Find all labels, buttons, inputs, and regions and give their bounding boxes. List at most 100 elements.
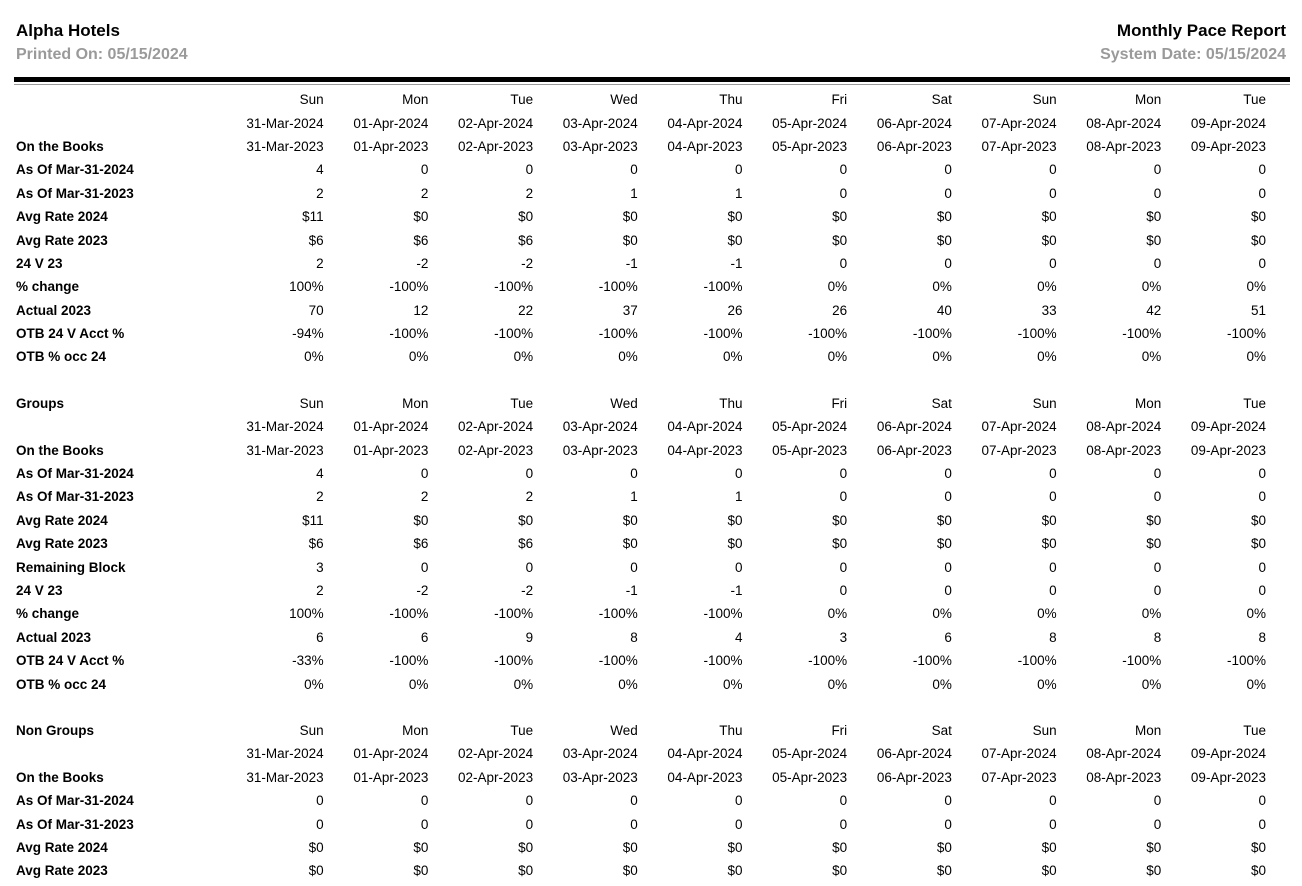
date-2023-header: 06-Apr-2023 (876, 138, 952, 154)
cell: -100% (1017, 653, 1057, 669)
cell: 0% (1037, 279, 1057, 295)
cell: 0% (932, 676, 952, 692)
date-2024-header: 02-Apr-2024 (458, 115, 534, 131)
cell: -100% (703, 326, 743, 342)
date-2023-header: 07-Apr-2023 (981, 138, 1057, 154)
cell: $0 (518, 839, 534, 855)
on-the-books-label: On the Books (16, 442, 104, 458)
day-header: Tue (1243, 92, 1266, 108)
cell: 0% (1246, 349, 1266, 365)
cell: $0 (1041, 863, 1057, 879)
cell: -100% (598, 279, 638, 295)
cell: 0 (630, 466, 638, 482)
cell: 2 (420, 185, 429, 201)
date-2024-header: 09-Apr-2024 (1190, 115, 1266, 131)
table-row: As Of Mar-31-2023 2 2 2 1 1 0 0 0 0 0 (16, 182, 1266, 205)
row-label: As Of Mar-31-2024 (16, 466, 134, 482)
cell: $0 (1146, 209, 1162, 225)
date-2023-header: 08-Apr-2023 (1086, 442, 1162, 458)
date-2024-header: 05-Apr-2024 (772, 419, 848, 435)
cell: 0 (839, 583, 848, 598)
cell: 0% (1246, 606, 1266, 622)
cell: $0 (622, 209, 638, 225)
cell: 0% (513, 676, 534, 692)
cell: -1 (625, 583, 638, 598)
cell: -100% (598, 606, 638, 622)
cell: $0 (1250, 232, 1266, 248)
day-header: Mon (1135, 92, 1162, 108)
day-header: Sun (299, 92, 324, 108)
section-groups: Groups Sun Mon Tue Wed Thu Fri Sat Sun Mon Tue 31-M… (16, 392, 1266, 696)
cell: 0 (1049, 559, 1057, 575)
cell: 0 (1049, 185, 1057, 201)
row-label: Avg Rate 2024 (16, 512, 108, 528)
cell: -1 (625, 255, 638, 271)
cell: 0% (827, 676, 848, 692)
header-right: Monthly Pace Report System Date: 05/15/2… (1100, 20, 1286, 66)
cell: 26 (727, 302, 743, 318)
cell: 0% (722, 349, 743, 365)
cell: -100% (389, 606, 429, 622)
cell: $0 (518, 209, 534, 225)
cell: 0 (944, 816, 952, 832)
row-label: Avg Rate 2023 (16, 232, 108, 248)
cell: $11 (302, 209, 324, 225)
cell: $0 (1041, 536, 1057, 552)
cell: 0 (316, 793, 324, 809)
cell: 0 (1153, 466, 1162, 482)
cell: -100% (598, 653, 638, 669)
cell: 0 (944, 793, 952, 809)
cell: 8 (1153, 629, 1162, 645)
cell: 8 (1258, 629, 1266, 645)
table-row: Sun Mon Tue Wed Thu Fri Sat Sun Mon Tue (16, 88, 1266, 111)
cell: 0 (1258, 466, 1266, 482)
cell: $0 (832, 863, 848, 879)
cell: $0 (727, 863, 743, 879)
cell: 0 (1258, 489, 1266, 505)
cell: $0 (832, 536, 848, 552)
cell: 0 (944, 583, 952, 598)
row-label: Avg Rate 2024 (16, 209, 108, 225)
date-2024-header: 06-Apr-2024 (876, 419, 952, 435)
cell: 4 (316, 466, 324, 482)
cell: 12 (413, 302, 429, 318)
cell: 0 (630, 793, 638, 809)
cell: 26 (832, 302, 848, 318)
date-2024-header: 04-Apr-2024 (667, 419, 743, 435)
section-total: Sun Mon Tue Wed Thu Fri Sat Sun Mon Tue 31-Mar-202… (16, 88, 1266, 369)
date-2023-header: 31-Mar-2023 (246, 138, 324, 154)
cell: $0 (518, 512, 534, 528)
cell: $6 (413, 536, 429, 552)
day-header: Mon (402, 722, 429, 738)
cell: -100% (494, 326, 534, 342)
date-2024-header: 05-Apr-2024 (772, 115, 848, 131)
section-title: Non Groups (16, 722, 94, 738)
cell: 0 (420, 559, 429, 575)
cell: 0% (408, 676, 429, 692)
date-2023-header: 08-Apr-2023 (1086, 138, 1162, 154)
date-2024-header: 08-Apr-2024 (1086, 419, 1162, 435)
cell: 0 (734, 466, 743, 482)
cell: $0 (727, 839, 743, 855)
cell: 0 (1153, 489, 1162, 505)
date-2024-header: 03-Apr-2024 (562, 115, 638, 131)
cell: 0 (734, 816, 743, 832)
cell: -100% (703, 606, 743, 622)
cell: 0% (1037, 606, 1057, 622)
date-2023-header: 04-Apr-2023 (667, 769, 743, 785)
table-row: Actual 2023 70 12 22 37 26 26 40 33 42 51 (16, 299, 1266, 322)
cell: 0 (734, 793, 743, 809)
day-header: Mon (1135, 395, 1162, 411)
cell: 42 (1146, 302, 1162, 318)
cell: -100% (598, 326, 638, 342)
cell: $0 (936, 536, 952, 552)
day-header: Sun (1032, 722, 1057, 738)
cell: 0% (1037, 676, 1057, 692)
cell: 0% (618, 676, 638, 692)
cell: 0% (513, 349, 534, 365)
row-label: % change (16, 606, 80, 622)
cell: 0 (525, 816, 534, 832)
cell: 1 (630, 185, 638, 201)
on-the-books-label: On the Books (16, 138, 104, 154)
row-label: Avg Rate 2023 (16, 536, 108, 552)
